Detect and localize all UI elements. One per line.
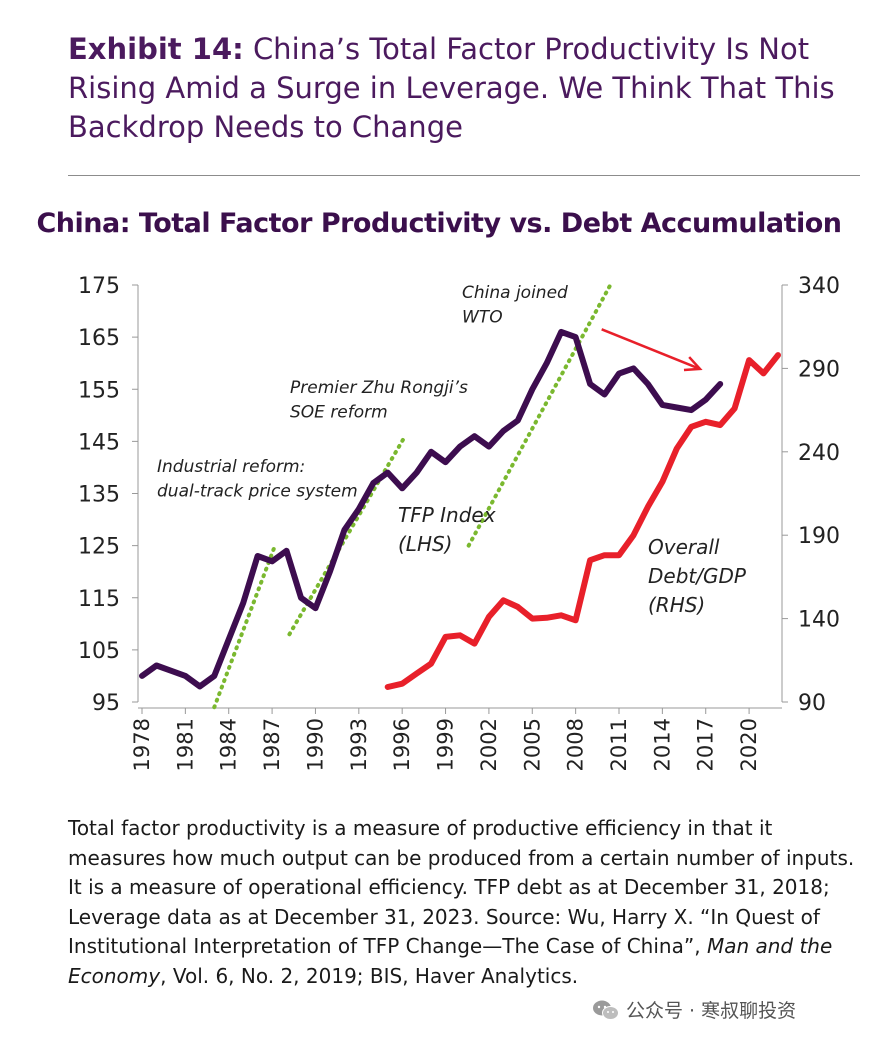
x-tick-label: 2017 [694, 718, 718, 771]
annotation-line: Industrial reform: [157, 457, 305, 477]
chart: 95 105 115 125 135 145 155 165 175 90 140 190 240 290… [78, 274, 840, 771]
x-tick-label: 1990 [303, 718, 327, 771]
trend-line [287, 434, 408, 637]
y-left-tick-label: 165 [78, 326, 120, 351]
divider [68, 175, 860, 176]
annotation-4: Overall Debt/GDP (RHS) [648, 535, 747, 617]
x-tick-label: 2014 [650, 718, 674, 771]
axes: 95 105 115 125 135 145 155 165 175 90 140 190 240 290… [78, 274, 840, 771]
annotation-line: Debt/GDP [648, 564, 747, 588]
chart-title: China: Total Factor Productivity vs. Deb… [36, 208, 842, 239]
annotation-line: WTO [462, 308, 503, 328]
y-left-tick-label: 135 [78, 483, 120, 508]
x-tick-label: 1981 [173, 718, 197, 771]
annotation-1: Premier Zhu Rongji’s SOE reform [290, 378, 468, 423]
trend-arrow-head [683, 356, 703, 372]
trend-line [466, 283, 613, 548]
annotation-line: Premier Zhu Rongji’s [290, 378, 468, 398]
y-left-tick-label: 115 [78, 587, 120, 612]
notes-journal: Man and the Economy [68, 934, 833, 988]
x-tick-label: 2005 [520, 718, 544, 771]
y-left-tick-label: 155 [78, 378, 120, 403]
tfp-index-line [139, 328, 724, 690]
watermark: 公众号 · 寒叔聊投资 [592, 996, 796, 1023]
x-tick-label: 1993 [347, 718, 371, 771]
annotation-line: Overall [648, 535, 720, 559]
x-tick-label: 2002 [477, 718, 501, 771]
annotation-line: (RHS) [648, 593, 705, 617]
x-tick-label: 1996 [390, 718, 414, 771]
chart-notes: Total factor productivity is a measure o… [68, 814, 858, 991]
notes-text: Total factor productivity is a measure o… [68, 816, 855, 958]
x-tick-label: 2020 [737, 718, 761, 771]
x-tick-label: 2008 [564, 718, 588, 771]
annotation-3: TFP Index (LHS) [398, 503, 496, 556]
wechat-logo-icon [593, 1000, 619, 1020]
y-right-tick-label: 240 [798, 441, 840, 466]
trend-lines [212, 283, 613, 710]
trend-line [212, 543, 277, 710]
annotation-0: Industrial reform: dual-track price syste… [157, 457, 358, 502]
y-left-tick-label: 95 [92, 691, 120, 716]
y-left-tick-label: 145 [78, 430, 120, 455]
y-right-tick-label: 290 [798, 357, 840, 382]
y-right-tick-label: 90 [798, 691, 826, 716]
y-left-tick-label: 105 [78, 639, 120, 664]
annotations: Industrial reform: dual-track price syste… [157, 283, 747, 617]
x-tick-label: 1999 [434, 718, 458, 771]
watermark-text: 公众号 · 寒叔聊投资 [626, 1000, 797, 1022]
annotation-2: China joined WTO [462, 283, 568, 328]
x-tick-label: 1987 [260, 718, 284, 771]
y-right-tick-label: 340 [798, 274, 840, 299]
y-left-tick-label: 125 [78, 535, 120, 560]
trend-arrow [601, 328, 701, 371]
x-tick-label: 2011 [607, 718, 631, 771]
y-right-tick-label: 140 [798, 608, 840, 633]
series [139, 328, 781, 690]
exhibit-title: China’s Total Factor Productivity Is Not… [68, 32, 835, 144]
y-right-tick-label: 190 [798, 524, 840, 549]
x-tick-label: 1984 [217, 718, 241, 771]
annotation-line: (LHS) [398, 532, 452, 556]
debt-gdp-line [384, 352, 781, 690]
notes-text-end: , Vol. 6, No. 2, 2019; BIS, Haver Analyt… [160, 963, 579, 988]
exhibit-heading: Exhibit 14: China’s Total Factor Product… [68, 30, 858, 147]
annotation-line: China joined [462, 283, 568, 303]
annotation-line: SOE reform [290, 403, 388, 423]
y-left-tick-label: 175 [78, 274, 120, 299]
annotation-line: TFP Index [398, 503, 496, 527]
exhibit-label: Exhibit 14: [68, 32, 244, 66]
x-tick-label: 1978 [130, 718, 154, 771]
annotation-line: dual-track price system [157, 482, 358, 502]
